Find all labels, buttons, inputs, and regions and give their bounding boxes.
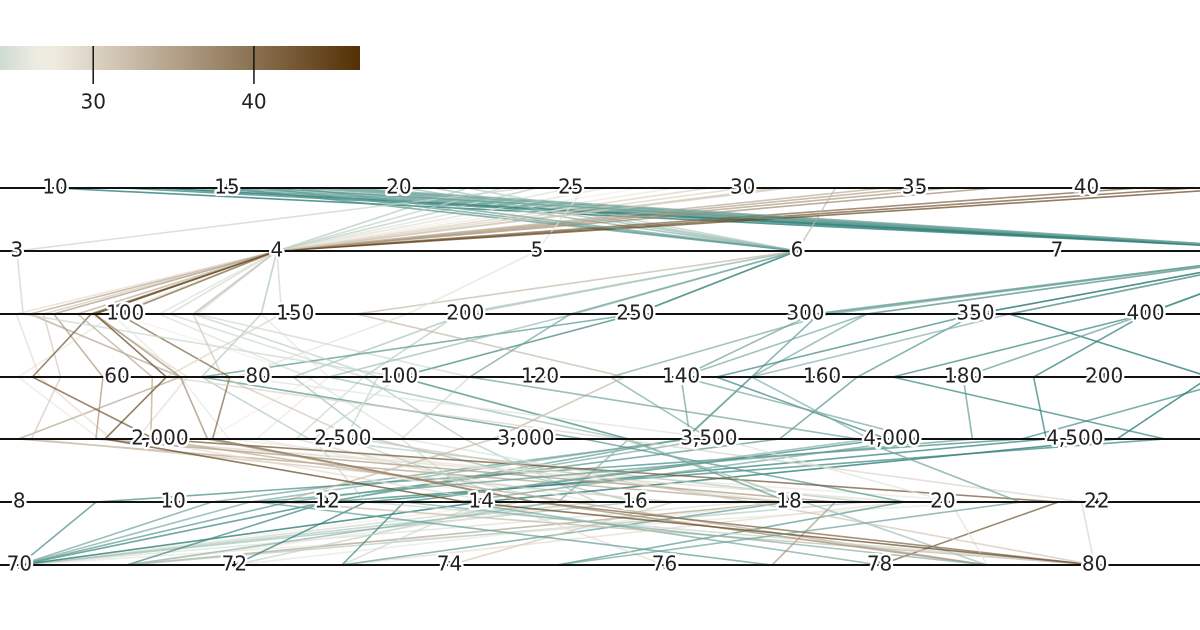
- tick-label: 16: [622, 489, 647, 513]
- tick-label: 100: [106, 301, 144, 325]
- color-legend: [0, 46, 360, 70]
- tick-label: 76: [652, 552, 677, 576]
- tick-label: 250: [616, 301, 654, 325]
- tick-label: 100: [380, 364, 418, 388]
- tick-label: 14: [468, 489, 493, 513]
- tick-label: 3: [11, 238, 24, 262]
- tick-label: 3,500: [680, 426, 737, 450]
- tick-label: 180: [944, 364, 982, 388]
- tick-label: 4: [271, 238, 284, 262]
- tick-label: 140: [662, 364, 700, 388]
- tick-label: 400: [1126, 301, 1164, 325]
- tick-label: 7: [1051, 238, 1064, 262]
- tick-label: 3,000: [497, 426, 554, 450]
- tick-label: 12: [314, 489, 339, 513]
- tick-label: 80: [245, 364, 270, 388]
- tick-label: 20: [386, 175, 411, 199]
- tick-label: 2,500: [314, 426, 371, 450]
- tick-label: 2,000: [131, 426, 188, 450]
- tick-label: 4,500: [1046, 426, 1103, 450]
- tick-label: 80: [1082, 552, 1107, 576]
- tick-label: 120: [521, 364, 559, 388]
- tick-label: 4,000: [863, 426, 920, 450]
- tick-label: 20: [930, 489, 955, 513]
- tick-label: 5: [531, 238, 544, 262]
- tick-label: 10: [42, 175, 67, 199]
- tick-label: 60: [104, 364, 129, 388]
- tick-label: 30: [730, 175, 755, 199]
- tick-label: 8: [13, 489, 26, 513]
- tick-label: 70: [7, 552, 32, 576]
- tick-label: 74: [437, 552, 462, 576]
- legend-tick-label: 40: [241, 90, 266, 114]
- tick-label: 300: [786, 301, 824, 325]
- tick-label: 35: [902, 175, 927, 199]
- axes: 10 15 20 25 30 35 40 3 4 5 6 7 100 150 200 250 300 350 400…: [0, 172, 1200, 578]
- tick-label: 78: [867, 552, 892, 576]
- legend-tick-label: 30: [80, 90, 105, 114]
- tick-label: 350: [956, 301, 994, 325]
- tick-label: 25: [558, 175, 583, 199]
- tick-label: 72: [222, 552, 247, 576]
- tick-label: 18: [776, 489, 801, 513]
- tick-label: 22: [1084, 489, 1109, 513]
- tick-label: 15: [214, 175, 239, 199]
- tick-label: 40: [1074, 175, 1099, 199]
- tick-label: 10: [160, 489, 185, 513]
- tick-label: 150: [276, 301, 314, 325]
- tick-label: 200: [446, 301, 484, 325]
- tick-label: 160: [803, 364, 841, 388]
- tick-label: 6: [791, 238, 804, 262]
- tick-label: 200: [1085, 364, 1123, 388]
